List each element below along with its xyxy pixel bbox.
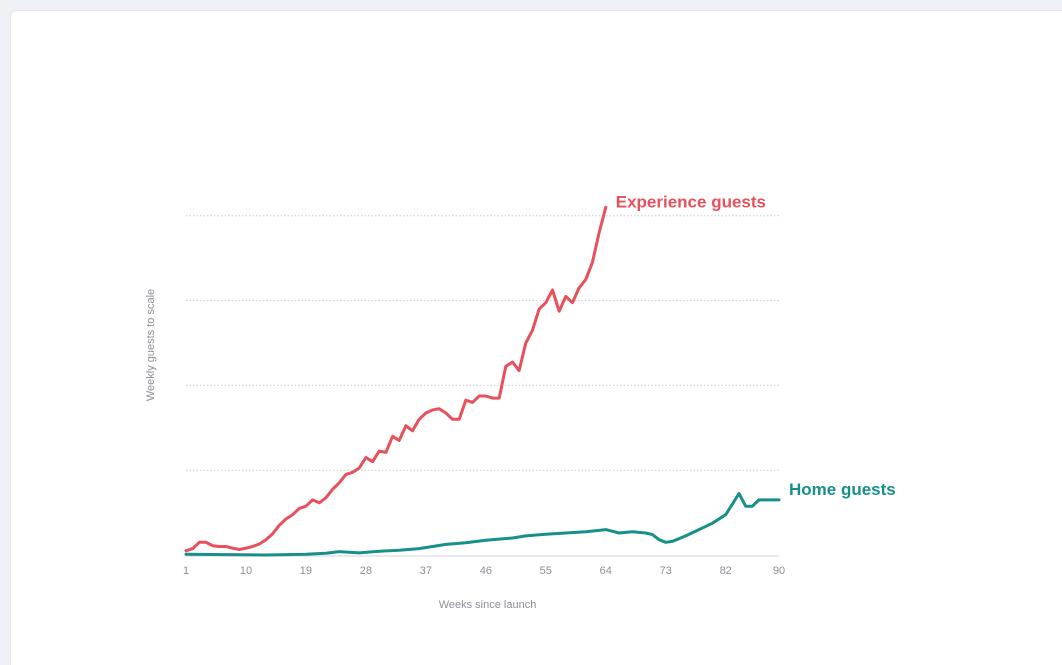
series-labels: Experience guests Home guests [616, 192, 896, 499]
x-tick-label: 37 [420, 565, 432, 577]
line-chart: 1 10 19 28 37 46 55 64 73 82 90 Experience guests H… [145, 192, 896, 611]
x-axis-title: Weeks since launch [439, 599, 537, 611]
x-tick-label: 28 [360, 565, 372, 577]
x-tick-label: 46 [480, 565, 492, 577]
x-tick-label: 19 [300, 565, 312, 577]
x-tick-label: 73 [660, 565, 672, 577]
x-tick-label: 82 [720, 565, 732, 577]
series-line-experience-guests [184, 205, 608, 553]
series-lines [184, 205, 781, 557]
chart-card: 1 10 19 28 37 46 55 64 73 82 90 Experience guests H… [10, 10, 1062, 665]
x-tick-label: 90 [773, 565, 785, 577]
x-tick-label: 1 [183, 565, 189, 577]
gridlines [186, 215, 779, 471]
series-label-home-guests: Home guests [789, 480, 896, 499]
x-tick-label: 10 [240, 565, 252, 577]
series-label-experience-guests: Experience guests [616, 192, 766, 211]
series-line-home-guests [184, 492, 781, 557]
x-tick-label: 55 [540, 565, 552, 577]
x-tick-label: 64 [600, 565, 612, 577]
y-axis-title: Weekly guests to scale [145, 289, 157, 401]
x-tick-labels: 1 10 19 28 37 46 55 64 73 82 90 [183, 565, 785, 577]
